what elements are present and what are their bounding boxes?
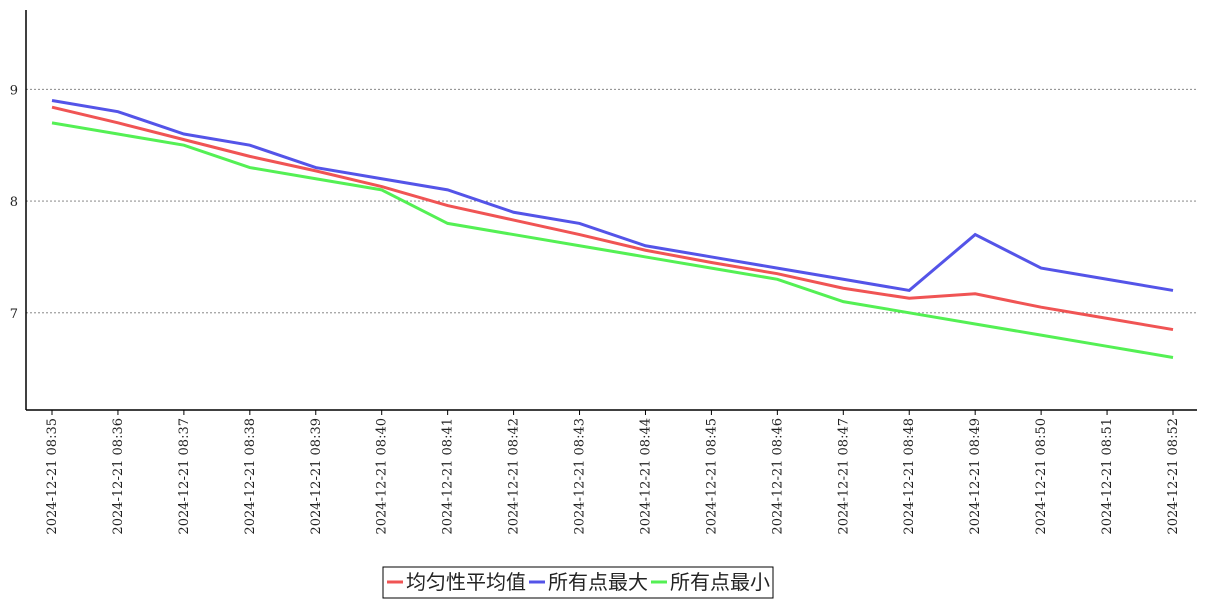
x-tick-label: 2024-12-21 08:38 xyxy=(243,418,258,535)
x-tick-label: 2024-12-21 08:39 xyxy=(309,418,324,535)
x-tick-label: 2024-12-21 08:51 xyxy=(1100,418,1115,535)
series-line xyxy=(51,99,1174,293)
legend: 均匀性平均值 所有点最大 所有点最小 xyxy=(382,566,774,599)
x-tick-label: 2024-12-21 08:48 xyxy=(902,418,917,535)
x-tick-label: 2024-12-21 08:49 xyxy=(968,418,983,535)
x-tick-label: 2024-12-21 08:47 xyxy=(836,418,851,535)
x-tick-label: 2024-12-21 08:36 xyxy=(111,418,126,535)
legend-label: 所有点最大 xyxy=(548,570,648,594)
y-tick-label: 7 xyxy=(10,307,18,322)
legend-label: 均匀性平均值 xyxy=(406,570,526,594)
series-line xyxy=(51,105,1174,332)
y-tick-label: 9 xyxy=(10,83,18,98)
legend-label: 所有点最小 xyxy=(670,570,770,594)
x-tick-label: 2024-12-21 08:41 xyxy=(441,418,456,535)
x-tick-label: 2024-12-21 08:52 xyxy=(1166,418,1181,535)
series-line xyxy=(51,121,1174,359)
x-tick-label: 2024-12-21 08:35 xyxy=(45,418,60,535)
y-tick-label: 8 xyxy=(10,195,18,210)
x-tick-label: 2024-12-21 08:50 xyxy=(1034,418,1049,535)
legend-box xyxy=(382,566,774,599)
x-tick-label: 2024-12-21 08:46 xyxy=(770,418,785,535)
x-tick-label: 2024-12-21 08:37 xyxy=(177,418,192,535)
x-tick-label: 2024-12-21 08:45 xyxy=(704,418,719,535)
x-tick-label: 2024-12-21 08:44 xyxy=(638,418,653,535)
x-tick-label: 2024-12-21 08:42 xyxy=(507,418,522,535)
x-tick-label: 2024-12-21 08:43 xyxy=(573,418,588,535)
x-tick-label: 2024-12-21 08:40 xyxy=(375,418,390,535)
